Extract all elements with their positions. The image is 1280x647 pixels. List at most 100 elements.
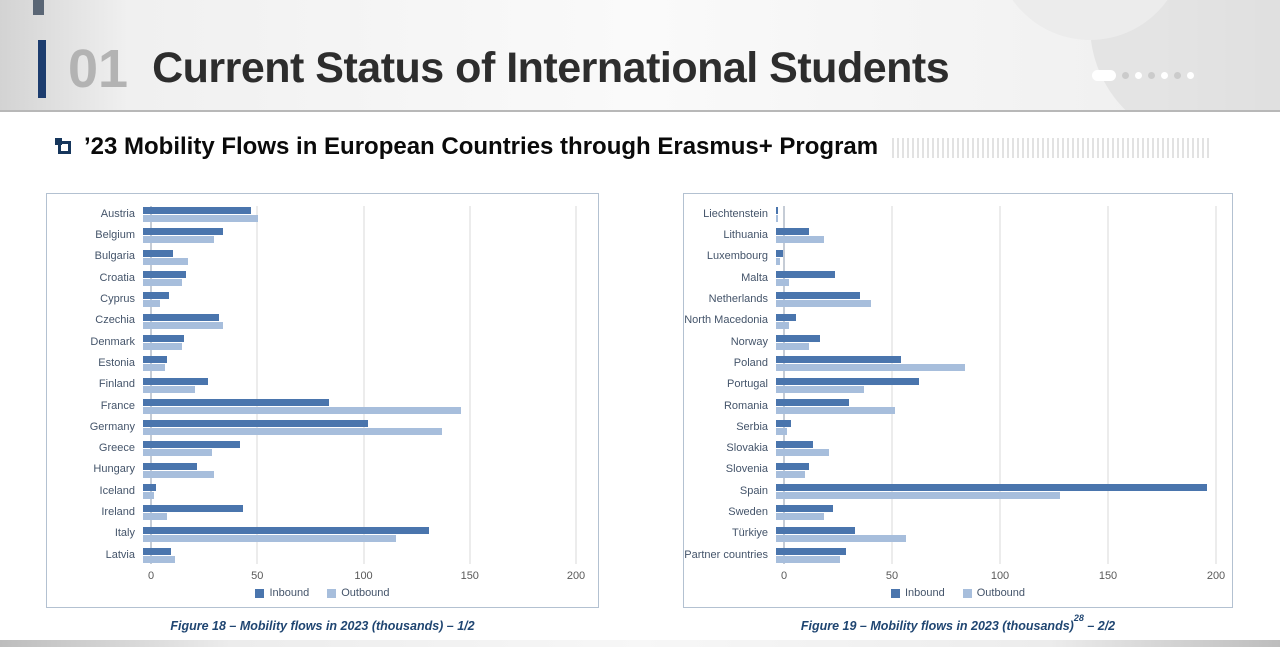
bar-outbound <box>776 513 825 521</box>
legend-item: Outbound <box>962 587 1025 599</box>
chart-row: Belgium <box>47 225 598 246</box>
category-label: Belgium <box>95 229 135 242</box>
bar-outbound <box>143 300 161 308</box>
x-axis: 0 50 100 150 200 <box>780 566 1225 584</box>
bar-group <box>776 313 1216 329</box>
bar-inbound <box>143 207 252 214</box>
bar-group <box>776 270 1216 286</box>
category-label: Croatia <box>99 271 135 284</box>
bar-outbound <box>143 321 224 329</box>
category-label: Hungary <box>93 463 135 476</box>
bar-inbound <box>143 292 169 300</box>
category-label: Luxembourg <box>706 250 768 263</box>
bar-outbound <box>776 300 871 308</box>
chart-row: Spain <box>684 481 1232 502</box>
gridlines <box>150 206 577 564</box>
chart-row: Hungary <box>47 460 598 481</box>
bar-inbound <box>776 377 919 385</box>
category-label: Malta <box>741 271 768 284</box>
bar-group <box>776 484 1216 500</box>
gridline <box>1215 206 1217 564</box>
chart-row: Ireland <box>47 502 598 523</box>
bar-group <box>143 207 576 222</box>
category-label: France <box>100 399 135 412</box>
bar-inbound <box>143 526 429 534</box>
category-label: Finland <box>98 378 135 391</box>
figure-caption: Figure 18 – Mobility flows in 2023 (thou… <box>46 617 599 633</box>
chart-panel-left: Austria Belgium Bulgaria Croatia Cyprus Czech… <box>46 193 599 608</box>
gridline <box>999 206 1001 564</box>
x-tick-label: 100 <box>354 570 373 582</box>
axis-line <box>783 206 785 564</box>
bar-inbound <box>776 313 796 321</box>
x-tick-label: 200 <box>1206 570 1226 582</box>
category-label: Serbia <box>736 420 768 433</box>
caption-text-suffix: – 2/2 <box>1083 619 1116 634</box>
chart-row: France <box>47 396 598 417</box>
slide-header: 01 Current Status of International Stude… <box>0 0 1280 112</box>
bar-group <box>776 249 1216 265</box>
bar-group <box>143 398 576 414</box>
chart-row: Türkiye <box>684 524 1232 545</box>
figure-18: Austria Belgium Bulgaria Croatia Cyprus Czech… <box>46 193 599 633</box>
legend-label: Inbound <box>904 587 945 599</box>
figure-19: Liechtenstein Lithuania Luxembourg Malta Net… <box>683 193 1233 633</box>
bar-outbound <box>143 470 215 478</box>
chart-area: Liechtenstein Lithuania Luxembourg Malta Net… <box>684 204 1232 566</box>
chart-row: Portugal <box>684 375 1232 396</box>
bar-outbound <box>143 385 195 393</box>
chart-row: Iceland <box>47 481 598 502</box>
bar-inbound <box>143 249 174 257</box>
bar-outbound <box>776 534 906 542</box>
bar-outbound <box>143 342 182 350</box>
chart-row: Austria <box>47 204 598 225</box>
bar-outbound <box>776 492 1060 500</box>
chart-panel-right: Liechtenstein Lithuania Luxembourg Malta Net… <box>683 193 1233 608</box>
bar-outbound <box>776 257 781 265</box>
decorative-dots <box>1092 70 1194 81</box>
chart-row: Czechia <box>47 311 598 332</box>
chart-row: Germany <box>47 417 598 438</box>
bar-outbound <box>776 278 790 286</box>
chart-row: Estonia <box>47 353 598 374</box>
chart-row: Malta <box>684 268 1232 289</box>
decorative-dot <box>1148 72 1155 79</box>
square-bullet-icon <box>55 137 71 154</box>
x-tick-label: 0 <box>780 570 788 582</box>
gridline <box>1107 206 1109 564</box>
bar-inbound <box>143 313 219 321</box>
bar-group <box>776 207 1216 222</box>
category-label: Türkiye <box>731 527 768 540</box>
x-tick-label: 0 <box>147 570 155 582</box>
category-label: Slovakia <box>726 442 768 455</box>
category-label: Portugal <box>727 378 768 391</box>
chart-row: Romania <box>684 396 1232 417</box>
chart-area: Austria Belgium Bulgaria Croatia Cyprus Czech… <box>47 204 598 566</box>
bar-inbound <box>776 462 809 470</box>
bar-inbound <box>776 207 779 214</box>
bar-inbound <box>143 484 156 492</box>
legend-item: Outbound <box>327 587 390 599</box>
bar-group <box>143 441 576 457</box>
category-label: Latvia <box>105 548 135 561</box>
bar-outbound <box>776 385 864 393</box>
bar-inbound <box>776 334 820 342</box>
page-title: Current Status of International Students <box>152 44 950 93</box>
category-label: Italy <box>114 527 135 540</box>
x-axis: 0 50 100 150 200 <box>147 566 585 584</box>
category-label: Netherlands <box>708 292 768 305</box>
bar-group <box>776 441 1216 457</box>
legend: Inbound Outbound <box>47 584 598 602</box>
bar-outbound <box>143 534 397 542</box>
bar-inbound <box>776 356 902 364</box>
bar-group <box>776 462 1216 478</box>
bar-outbound <box>143 215 258 222</box>
bar-inbound <box>143 548 172 555</box>
bar-outbound <box>776 321 790 329</box>
bar-group <box>143 420 576 436</box>
legend-item: Inbound <box>890 587 945 599</box>
bar-inbound <box>143 356 167 364</box>
bar-outbound <box>776 470 805 478</box>
bar-group <box>143 462 576 478</box>
bar-outbound <box>143 556 176 563</box>
